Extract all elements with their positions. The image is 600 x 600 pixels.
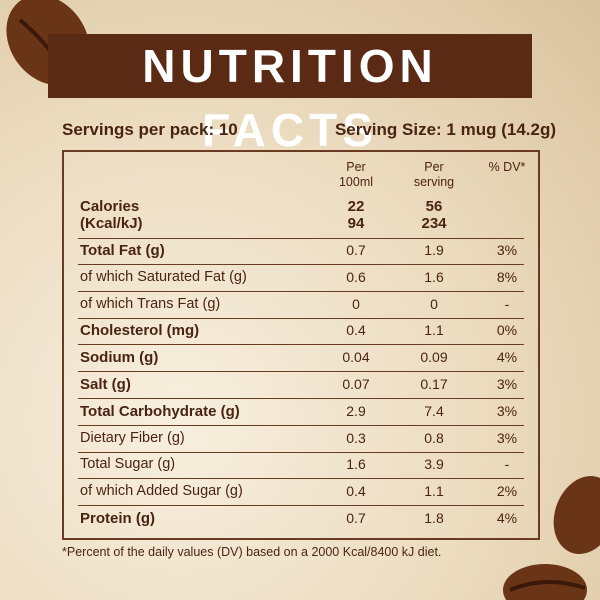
per-serving: 1.9 [424,242,444,258]
column-header: 100ml [338,175,374,189]
per-100ml: 0.7 [346,510,366,526]
per-100ml: 0.04 [342,349,370,366]
per-100ml: 1.6 [346,456,366,473]
daily-value: 4% [496,510,518,526]
per-serving: 0 [430,295,438,312]
per-100ml: 0.7 [346,242,366,258]
per-100ml: 0.4 [346,483,366,500]
daily-value: 2% [496,483,518,500]
title: NUTRITION FACTS [142,40,438,156]
row-label: Dietary Fiber (g) [80,429,185,446]
calories-value: 234 [421,215,447,232]
daily-value: 3% [496,429,518,446]
per-serving: 7.4 [424,402,444,419]
daily-value: 3% [496,402,518,419]
nutrition-table: Per 100ml Per serving% DV* Calories (Kcal/kJ)… [62,150,540,540]
column-header: serving [413,175,455,189]
row-label: Sodium (g) [80,349,159,367]
calories-value: 94 [347,215,365,232]
daily-value: 3% [496,242,518,258]
separator [78,371,524,373]
row-label: Total Fat (g) [80,242,165,259]
calories-value: 56 [425,198,443,215]
daily-value: 8% [496,268,518,285]
daily-value: 0% [496,322,518,339]
per-serving: 0.17 [420,376,448,392]
serving-size: Serving Size: 1 mug (14.2g) [334,120,556,139]
separator [78,505,524,507]
servings-per-pack: Servings per pack: 10 [62,120,238,139]
row-label: Cholesterol (mg) [80,322,200,340]
row-label: Protein (g) [80,510,155,527]
row-label: of which Added Sugar (g) [80,483,243,500]
per-serving: 0.09 [420,349,448,366]
separator [78,264,524,265]
row-label: Total Carbohydrate (g) [80,402,240,420]
separator [78,478,524,480]
per-100ml: 0.6 [346,268,366,285]
row-label: Total Sugar (g) [80,456,176,473]
per-100ml: 0.3 [346,429,366,446]
calories-value: 22 [347,198,365,215]
row-label: Salt (g) [80,376,131,393]
per-serving: 3.9 [424,456,444,473]
daily-value: - [504,295,510,312]
separator [78,290,524,292]
row-label: of which Saturated Fat (g) [80,268,247,285]
separator [78,238,524,239]
daily-value: - [504,456,510,473]
per-100ml: 0.07 [342,376,370,392]
separator [78,398,524,399]
column-header: % DV* [488,160,526,174]
per-100ml: 0 [352,295,360,312]
per-serving: 0.8 [424,429,444,446]
per-100ml: 2.9 [346,402,366,419]
title-banner [48,34,532,98]
footnote: *Percent of the daily values (DV) based … [62,545,442,559]
daily-value: 4% [496,349,518,366]
per-100ml: 0.4 [346,322,366,339]
per-serving: 1.1 [424,322,444,339]
calories-label: (Kcal/kJ) [80,215,143,232]
separator [78,451,524,453]
separator [78,344,524,346]
per-serving: 1.1 [424,483,444,500]
column-header: Per [424,160,444,174]
row-label: of which Trans Fat (g) [80,295,221,312]
daily-value: 3% [496,376,518,392]
per-serving: 1.6 [424,268,444,285]
column-header: Per [346,160,366,174]
calories-label: Calories [80,198,140,215]
per-serving: 1.8 [424,510,444,526]
separator [78,317,524,319]
separator [78,424,524,426]
